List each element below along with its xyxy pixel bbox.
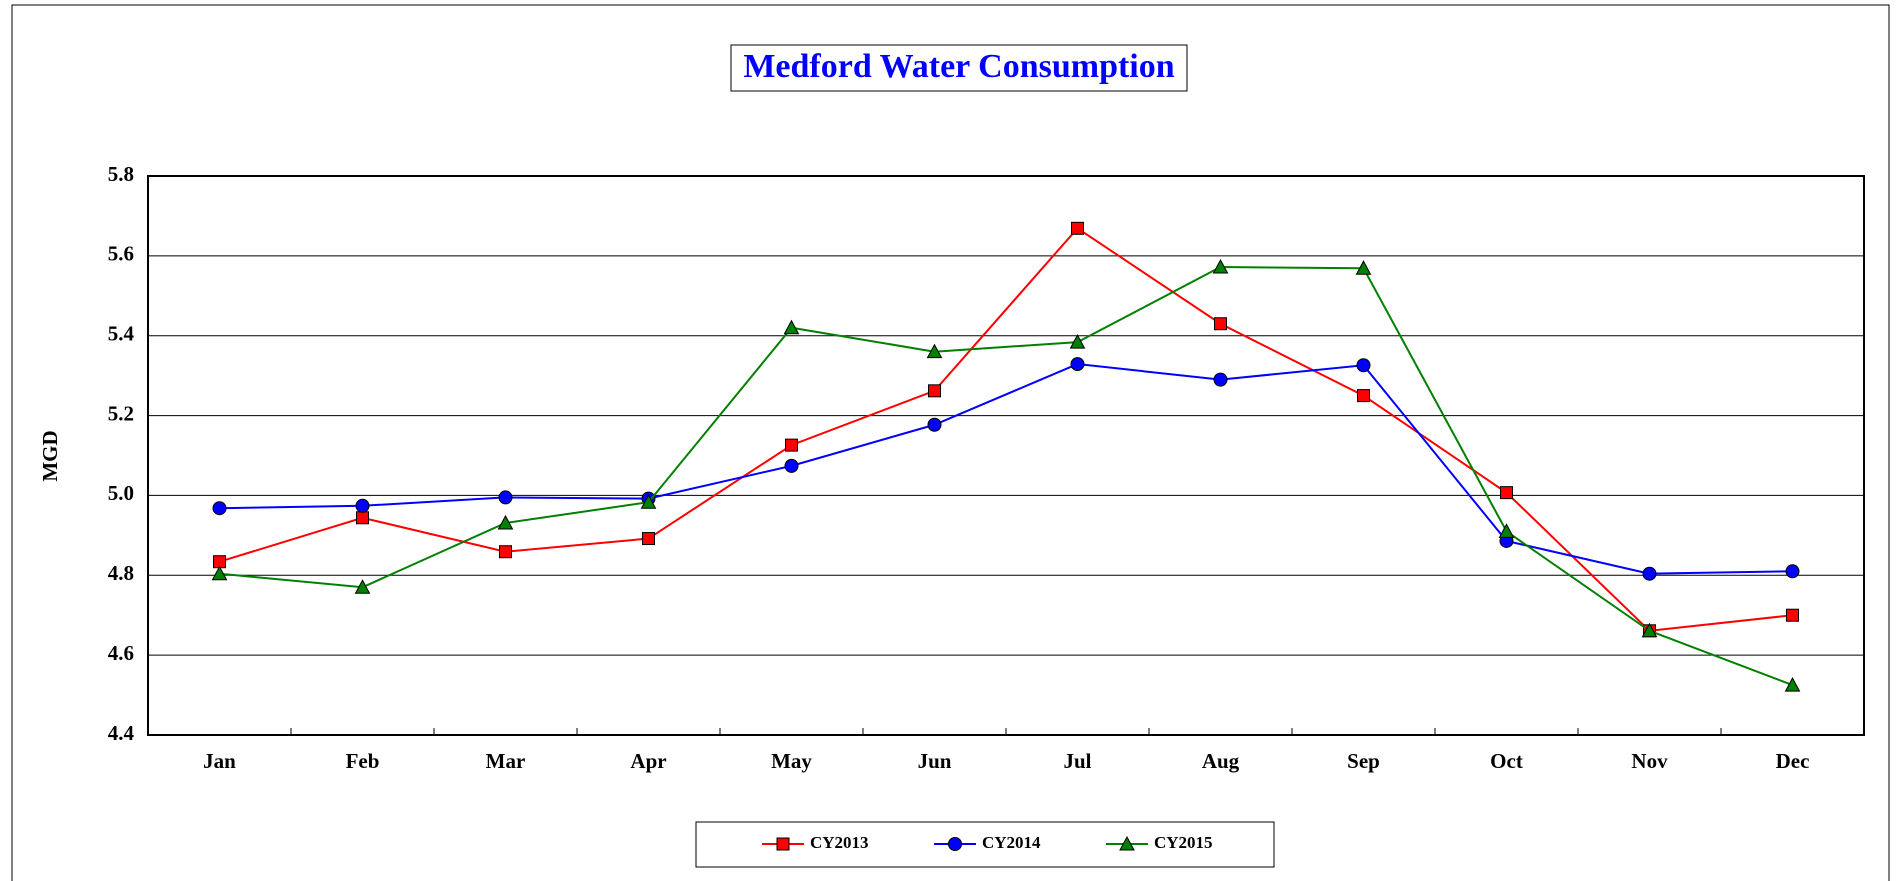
y-tick-label: 4.6 bbox=[108, 641, 134, 665]
x-tick-label: Nov bbox=[1631, 749, 1668, 773]
x-tick-label: Mar bbox=[486, 749, 526, 773]
marker bbox=[497, 514, 514, 530]
marker bbox=[1356, 358, 1371, 373]
title-box bbox=[730, 44, 1188, 92]
marker bbox=[784, 458, 799, 473]
x-tick-label: Dec bbox=[1776, 749, 1810, 773]
marker bbox=[926, 343, 943, 359]
marker bbox=[1357, 389, 1370, 403]
marker bbox=[1642, 566, 1657, 581]
marker bbox=[783, 319, 800, 335]
marker bbox=[948, 837, 962, 851]
chart-frame bbox=[11, 4, 1890, 881]
marker bbox=[1069, 334, 1086, 349]
marker bbox=[1500, 486, 1513, 500]
y-tick-label: 5.2 bbox=[108, 401, 134, 425]
marker bbox=[499, 545, 512, 559]
marker bbox=[1784, 677, 1801, 692]
marker bbox=[1214, 317, 1227, 331]
x-tick-label: Sep bbox=[1347, 749, 1380, 773]
x-tick-label: Feb bbox=[346, 749, 380, 773]
marker bbox=[211, 565, 228, 581]
x-tick-label: Jan bbox=[203, 749, 236, 773]
y-tick-label: 5.6 bbox=[108, 242, 134, 266]
marker bbox=[1355, 260, 1372, 275]
marker bbox=[1070, 357, 1085, 372]
y-tick-label: 4.8 bbox=[108, 561, 134, 585]
legend-label: CY2013 bbox=[810, 833, 869, 852]
marker bbox=[355, 498, 370, 513]
y-tick-label: 4.4 bbox=[108, 721, 135, 745]
y-tick-label: 5.8 bbox=[108, 162, 134, 186]
marker bbox=[1212, 258, 1229, 274]
y-tick-label: 5.4 bbox=[108, 322, 135, 346]
series-line bbox=[219, 266, 1793, 687]
chart-title: Medford Water Consumption bbox=[743, 48, 1174, 85]
marker bbox=[1071, 221, 1084, 235]
y-tick-label: 5.0 bbox=[108, 481, 134, 505]
x-tick-label: Oct bbox=[1490, 749, 1523, 773]
x-tick-label: Apr bbox=[630, 749, 666, 773]
marker bbox=[1786, 608, 1799, 622]
series-line bbox=[219, 363, 1793, 575]
x-tick-label: Jul bbox=[1063, 749, 1091, 773]
marker bbox=[642, 532, 655, 546]
marker bbox=[927, 417, 942, 432]
x-tick-label: Aug bbox=[1202, 749, 1240, 773]
marker bbox=[1785, 564, 1800, 579]
plot-frame bbox=[147, 175, 1865, 736]
series-line bbox=[219, 226, 1793, 632]
marker bbox=[1119, 835, 1135, 851]
marker bbox=[1498, 523, 1515, 538]
x-tick-label: Jun bbox=[918, 749, 952, 773]
x-tick-label: May bbox=[771, 749, 812, 773]
marker bbox=[356, 511, 369, 525]
marker bbox=[928, 384, 941, 398]
marker bbox=[785, 438, 798, 452]
legend-label: CY2015 bbox=[1154, 833, 1213, 852]
legend-label: CY2014 bbox=[982, 833, 1041, 852]
y-axis-label: MGD bbox=[38, 430, 62, 481]
marker bbox=[212, 501, 227, 516]
marker bbox=[354, 579, 371, 594]
marker bbox=[1641, 622, 1658, 638]
marker bbox=[498, 490, 513, 505]
marker bbox=[640, 494, 657, 509]
marker bbox=[776, 837, 790, 851]
marker bbox=[1213, 372, 1228, 387]
